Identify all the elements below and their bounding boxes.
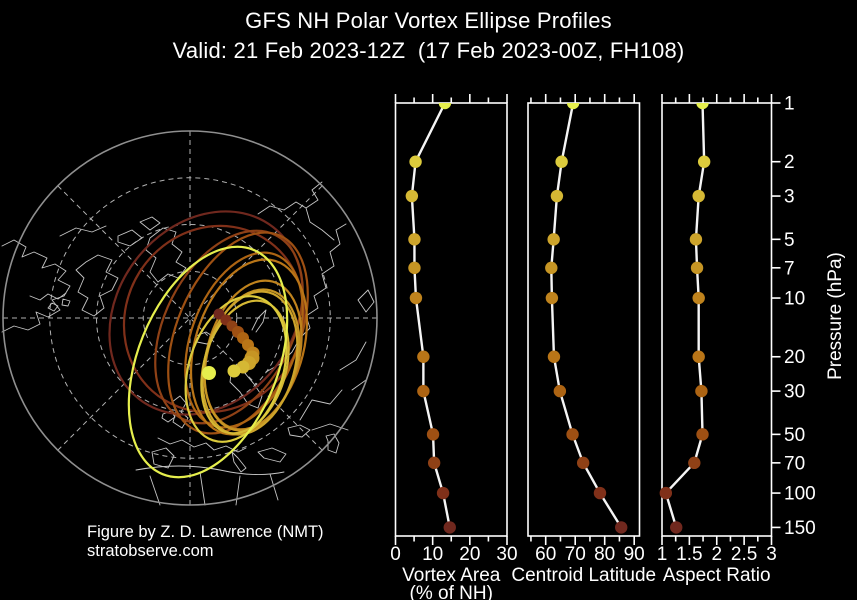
pressure-tick-label: 5: [784, 230, 795, 251]
data-point-aspect-ratio-100hPa: [659, 486, 673, 500]
data-point-vortex-area-2hPa: [409, 155, 422, 168]
data-point-vortex-area-100hPa: [436, 486, 450, 500]
pressure-tick-label: 30: [784, 382, 805, 403]
data-point-centroid-latitude-2hPa: [555, 155, 568, 168]
data-point-aspect-ratio-30hPa: [695, 384, 708, 398]
x-tick-label: 2: [711, 544, 722, 565]
data-point-aspect-ratio-70hPa: [688, 456, 701, 470]
pressure-axis-title: Pressure (hPa): [825, 252, 846, 380]
pressure-tick-label: 20: [784, 347, 805, 368]
data-point-centroid-latitude-3hPa: [550, 189, 564, 203]
data-point-vortex-area-150hPa: [443, 521, 456, 534]
profile-data: [545, 103, 628, 534]
pressure-tick-label: 70: [784, 453, 805, 474]
map-boundary: [2, 130, 378, 506]
data-point-centroid-latitude-7hPa: [545, 261, 558, 275]
vortex-centroid-1hPa: [202, 366, 216, 380]
page-subtitle: Valid: 21 Feb 2023-12Z (17 Feb 2023-00Z,…: [172, 38, 685, 63]
vortex-ellipse-3hPa: [200, 299, 290, 435]
data-point-centroid-latitude-10hPa: [545, 291, 559, 305]
x-tick-label: 80: [594, 544, 615, 565]
panel-frame: [394, 102, 508, 537]
data-point-centroid-latitude-5hPa: [547, 233, 560, 246]
vortex-centroid-2hPa: [227, 364, 241, 378]
x-tick-label: 1: [657, 544, 668, 565]
data-point-vortex-area-1hPa: [438, 103, 452, 110]
vortex-ellipse-150hPa: [108, 210, 304, 416]
x-tick-label: 90: [624, 544, 645, 565]
pressure-tick-label: 10: [784, 289, 805, 310]
data-point-aspect-ratio-5hPa: [689, 233, 703, 246]
data-point-aspect-ratio-1hPa: [696, 103, 709, 110]
data-point-aspect-ratio-20hPa: [692, 350, 705, 363]
pressure-tick-label: 50: [784, 425, 805, 446]
profile-data: [659, 103, 711, 534]
data-point-vortex-area-50hPa: [426, 428, 440, 441]
data-point-vortex-area-10hPa: [409, 291, 423, 305]
credit-site: stratobserve.com: [87, 542, 214, 560]
profile-data: [405, 103, 456, 534]
x-tick-label: 30: [496, 544, 517, 565]
x-tick-label: 20: [459, 544, 480, 565]
data-point-vortex-area-3hPa: [405, 189, 419, 203]
panel-frame: [661, 102, 773, 537]
x-axis-title: Centroid Latitude: [511, 565, 656, 586]
x-axis-title: (% of NH): [410, 583, 493, 600]
pressure-axis: 1 2 3 5 7 10 20 30 50 70 100 150 Pressure (hPa): [771, 94, 846, 539]
pressure-tick-label: 150: [784, 518, 816, 539]
x-axis-title: Vortex Area: [402, 565, 501, 586]
data-point-aspect-ratio-3hPa: [692, 189, 705, 203]
x-axis-title: Aspect Ratio: [663, 565, 771, 586]
x-tick-label: 10: [422, 544, 443, 565]
x-tick-label: 70: [565, 544, 586, 565]
data-point-vortex-area-5hPa: [408, 233, 421, 246]
pressure-tick-label: 3: [784, 187, 795, 208]
x-ticks: [530, 94, 635, 545]
page-title: GFS NH Polar Vortex Ellipse Profiles: [245, 8, 612, 33]
vortex-ellipse-1hPa: [127, 245, 289, 479]
vortex-ellipse-30hPa: [184, 251, 304, 429]
data-point-centroid-latitude-20hPa: [547, 350, 561, 363]
data-point-vortex-area-70hPa: [427, 456, 441, 470]
x-tick-label: 1.5: [676, 544, 702, 565]
x-tick-label: 2.5: [731, 544, 757, 565]
pressure-tick-label: 2: [784, 152, 795, 173]
vortex-ellipses: [108, 210, 309, 479]
data-point-aspect-ratio-50hPa: [696, 428, 709, 441]
vortex-centroids: [202, 308, 260, 380]
x-tick-label: 0: [390, 544, 401, 565]
vortex-ellipse-2hPa: [184, 295, 288, 443]
x-tick-label: 3: [766, 544, 777, 565]
data-point-centroid-latitude-1hPa: [566, 103, 580, 110]
data-point-vortex-area-30hPa: [417, 384, 430, 398]
data-point-centroid-latitude-150hPa: [615, 521, 628, 534]
figure-credit: Figure by Z. D. Lawrence (NMT) stratobse…: [87, 523, 324, 561]
data-point-vortex-area-20hPa: [417, 350, 430, 363]
x-tick-label: 60: [535, 544, 556, 565]
vortex-ellipse-20hPa: [189, 258, 309, 436]
data-point-centroid-latitude-30hPa: [553, 384, 567, 398]
pressure-tick-label: 1: [784, 94, 795, 115]
data-point-centroid-latitude-50hPa: [566, 428, 579, 441]
pressure-tick-label: 7: [784, 258, 795, 279]
x-ticks: [661, 94, 773, 545]
data-point-aspect-ratio-10hPa: [692, 291, 705, 305]
x-ticks: [394, 94, 508, 545]
data-point-aspect-ratio-2hPa: [697, 155, 711, 168]
data-point-centroid-latitude-70hPa: [576, 456, 590, 470]
map-graticule: [3, 131, 377, 505]
data-point-vortex-area-7hPa: [408, 261, 421, 275]
credit-author: Figure by Z. D. Lawrence (NMT): [87, 523, 324, 541]
data-point-centroid-latitude-100hPa: [593, 486, 607, 500]
polar-vortex-map: [1, 130, 378, 506]
panel-frame: [527, 102, 641, 537]
pressure-tick-label: 100: [784, 484, 816, 505]
data-point-aspect-ratio-150hPa: [670, 521, 683, 534]
data-point-aspect-ratio-7hPa: [690, 261, 704, 275]
